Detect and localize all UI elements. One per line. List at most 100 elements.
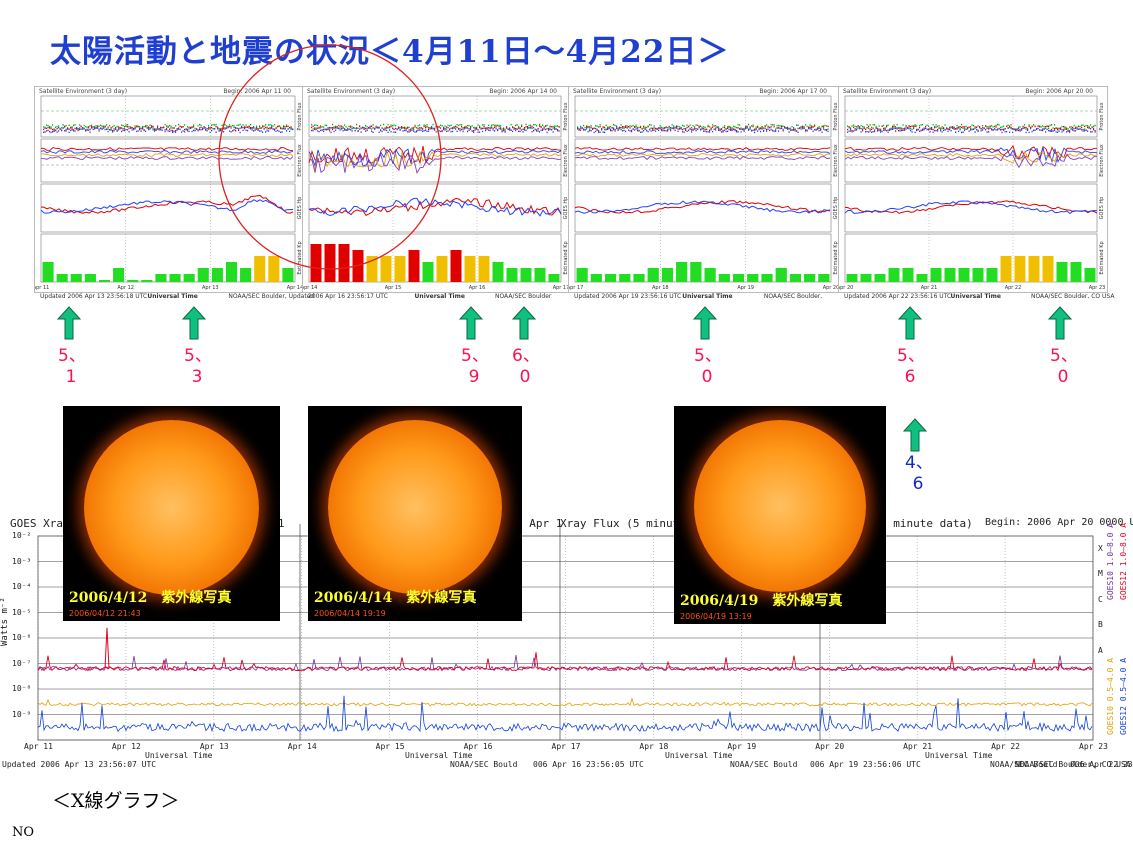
up-arrow-icon xyxy=(512,306,536,340)
up-arrow-icon xyxy=(903,418,927,452)
xray-series xyxy=(37,695,1093,733)
xray-ytick: 10⁻⁷ xyxy=(12,658,32,668)
kp-bar xyxy=(450,250,462,282)
panel-begin: Begin: 2006 Apr 20 00 xyxy=(1025,88,1093,95)
kp-bar xyxy=(676,262,688,282)
kp-bar xyxy=(464,256,476,282)
panel-day-label: Apr 14 xyxy=(287,285,304,291)
panel-axis-label: Proton Flux xyxy=(1099,102,1105,130)
up-arrow-icon xyxy=(898,306,922,340)
xray-class-letter: C xyxy=(1098,594,1103,604)
earthquake-magnitude: 5、 1 xyxy=(58,346,86,387)
xray-xlabel: Universal Time xyxy=(405,751,473,760)
kp-bar xyxy=(70,274,82,282)
kp-bar xyxy=(930,268,942,282)
kp-bar xyxy=(647,268,659,282)
sun-disc xyxy=(84,420,259,595)
xray-xlabel: Universal Time xyxy=(145,751,213,760)
highlight-circle xyxy=(218,44,442,270)
kp-bar xyxy=(98,280,111,282)
panel-footer-right: NOAA/SEC Boulder, CO USA xyxy=(1030,293,1115,300)
earthquake-magnitude: 5、 9 xyxy=(461,346,489,387)
kp-bar xyxy=(113,268,125,282)
kp-bar xyxy=(604,274,617,282)
panel-axis-label: GOES Hp xyxy=(1099,197,1105,220)
kp-bar xyxy=(761,274,773,282)
kp-bar xyxy=(310,244,322,282)
kp-bar xyxy=(478,256,490,282)
kp-bar xyxy=(436,256,448,282)
xray-day-label: Apr 18 xyxy=(639,742,669,751)
earthquake-magnitude: 5、 3 xyxy=(184,346,212,387)
panel-footer-right: NOAA/SEC Boulder xyxy=(494,293,552,300)
sun-uv-image: 2006/4/19 紫外線写真 2006/04/19 13:19 xyxy=(674,406,886,624)
xray-day-label: Apr 11 xyxy=(24,742,53,751)
panel-axis-label: Electron Flux xyxy=(1099,144,1105,177)
xray-footer: Updated 2006 Apr 13 23:56:07 UTC xyxy=(2,760,157,769)
panel-footer-right: NOAA/SEC Boulder, xyxy=(763,293,823,300)
satellite-panel: Satellite Environment (3 day) Begin: 2006… xyxy=(568,86,842,293)
kp-bar xyxy=(1084,268,1096,282)
kp-bar xyxy=(338,244,350,282)
page-title: 太陽活動と地震の状況＜4月11日～4月22日＞ xyxy=(50,34,730,70)
kp-bar xyxy=(804,274,816,282)
panel-title: Satellite Environment (3 day) xyxy=(307,88,396,95)
kp-bar xyxy=(1070,262,1082,282)
satellite-panel: Satellite Environment (3 day) Begin: 2006… xyxy=(302,86,572,293)
xray-legend-entry: GOES12 0.5–4.0 A xyxy=(1119,657,1128,735)
panel-footer-center: Universal Time xyxy=(414,293,465,300)
xray-day-label: Apr 19 xyxy=(727,742,757,751)
panel-axis-label: Estimated Kp xyxy=(563,241,569,274)
earthquake-magnitude: 5、 0 xyxy=(694,346,722,387)
xray-footer: NOAA/SEC Boulder, CO USA xyxy=(1015,760,1131,769)
panel-footer-left: 2006 Apr 16 23:56:17 UTC xyxy=(308,293,388,300)
kp-bar xyxy=(84,274,96,282)
xray-class-letter: X xyxy=(1098,543,1103,553)
sun-timestamp: 2006/04/14 19:19 xyxy=(314,609,386,618)
panel-footer-right: NOAA/SEC Boulder, Updated xyxy=(228,293,315,300)
kp-bar xyxy=(240,268,252,282)
panel-axis-label: Electron Flux xyxy=(297,144,303,177)
up-arrow-icon xyxy=(182,306,206,340)
up-arrow-icon xyxy=(1048,306,1072,340)
xray-footer: NOAA/SEC Bould xyxy=(450,760,518,769)
kp-bar xyxy=(661,268,674,282)
kp-bar xyxy=(366,256,378,282)
kp-bar xyxy=(902,268,914,282)
panel-axis-label: Proton Flux xyxy=(833,102,839,130)
kp-bar xyxy=(590,274,602,282)
kp-bar xyxy=(282,268,294,282)
kp-bar xyxy=(155,274,167,282)
panel-footer-left: Updated 2006 Apr 22 23:56:16 UTC xyxy=(844,293,952,300)
xray-class-letter: M xyxy=(1098,569,1103,579)
earthquake-magnitude: 5、 6 xyxy=(897,346,925,387)
sun-caption: 2006/4/19 紫外線写真 xyxy=(680,593,843,609)
xray-xlabel: Universal Time xyxy=(665,751,733,760)
xray-legend-entry: GOES10 0.5–4.0 A xyxy=(1106,657,1115,735)
xray-day-label: Apr 16 xyxy=(463,742,493,751)
panel-day-label: Apr 18 xyxy=(652,285,669,291)
sun-disc xyxy=(694,420,866,592)
panel-day-label: Apr 17 xyxy=(553,285,570,291)
kp-bar xyxy=(1014,256,1026,282)
panel-day-label: Apr 23 xyxy=(1089,285,1106,291)
kp-bar xyxy=(775,268,787,282)
xray-footer: NOAA/SEC Bould xyxy=(730,760,798,769)
kp-bar xyxy=(380,256,392,282)
sun-uv-image: 2006/4/14 紫外線写真 2006/04/14 19:19 xyxy=(308,406,522,621)
kp-bar xyxy=(718,274,730,282)
xray-day-label: Apr 21 xyxy=(903,742,933,751)
earthquake-magnitude: 4、 6 xyxy=(905,453,933,494)
note-text: NO xyxy=(12,825,35,840)
sun-caption: 2006/4/14 紫外線写真 xyxy=(314,590,477,606)
kp-bar xyxy=(690,262,702,282)
xray-day-label: Apr 15 xyxy=(375,742,405,751)
kp-bar xyxy=(1042,256,1054,282)
kp-bar xyxy=(633,274,645,282)
xray-ytick: 10⁻⁵ xyxy=(12,607,32,617)
kp-bar xyxy=(394,256,406,282)
kp-bar xyxy=(492,262,504,282)
xray-series xyxy=(37,652,1093,672)
panel-footer-center: Universal Time xyxy=(147,293,198,300)
kp-bar xyxy=(958,268,970,282)
